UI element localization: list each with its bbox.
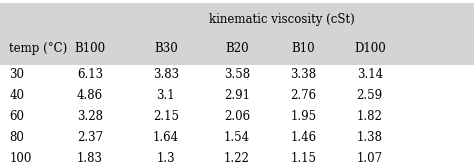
Text: 3.28: 3.28: [77, 110, 103, 123]
Text: 1.82: 1.82: [357, 110, 383, 123]
Bar: [0, 65, 474, 162]
Text: 30: 30: [9, 68, 25, 81]
Text: 1.95: 1.95: [290, 110, 317, 123]
Text: 3.14: 3.14: [356, 68, 383, 81]
Text: 2.37: 2.37: [77, 131, 103, 144]
Text: 3.83: 3.83: [153, 68, 179, 81]
Text: 3.38: 3.38: [290, 68, 317, 81]
Text: 1.3: 1.3: [156, 152, 175, 162]
Text: 1.15: 1.15: [291, 152, 316, 162]
Text: 3.1: 3.1: [156, 89, 175, 102]
Text: 1.83: 1.83: [77, 152, 103, 162]
Text: 2.06: 2.06: [224, 110, 250, 123]
Bar: [0, 36, 474, 65]
Text: 80: 80: [9, 131, 24, 144]
Text: kinematic viscosity (cSt): kinematic viscosity (cSt): [209, 13, 355, 26]
Text: 1.22: 1.22: [224, 152, 250, 162]
Text: 3.58: 3.58: [224, 68, 250, 81]
Text: 2.91: 2.91: [224, 89, 250, 102]
Text: 100: 100: [9, 152, 32, 162]
Text: temp (°C): temp (°C): [9, 42, 68, 55]
Text: 4.86: 4.86: [77, 89, 103, 102]
Text: 6.13: 6.13: [77, 68, 103, 81]
Text: 40: 40: [9, 89, 25, 102]
Text: 1.07: 1.07: [356, 152, 383, 162]
Text: 60: 60: [9, 110, 25, 123]
Text: 2.59: 2.59: [356, 89, 383, 102]
Text: B10: B10: [292, 42, 315, 55]
Text: 1.38: 1.38: [357, 131, 383, 144]
Text: 1.46: 1.46: [290, 131, 317, 144]
Text: B20: B20: [225, 42, 249, 55]
Text: D100: D100: [354, 42, 385, 55]
Text: 2.15: 2.15: [153, 110, 179, 123]
Text: 2.76: 2.76: [290, 89, 317, 102]
Bar: [0, 3, 474, 36]
Text: B30: B30: [154, 42, 178, 55]
Text: 1.54: 1.54: [224, 131, 250, 144]
Text: 1.64: 1.64: [153, 131, 179, 144]
Text: B100: B100: [74, 42, 106, 55]
